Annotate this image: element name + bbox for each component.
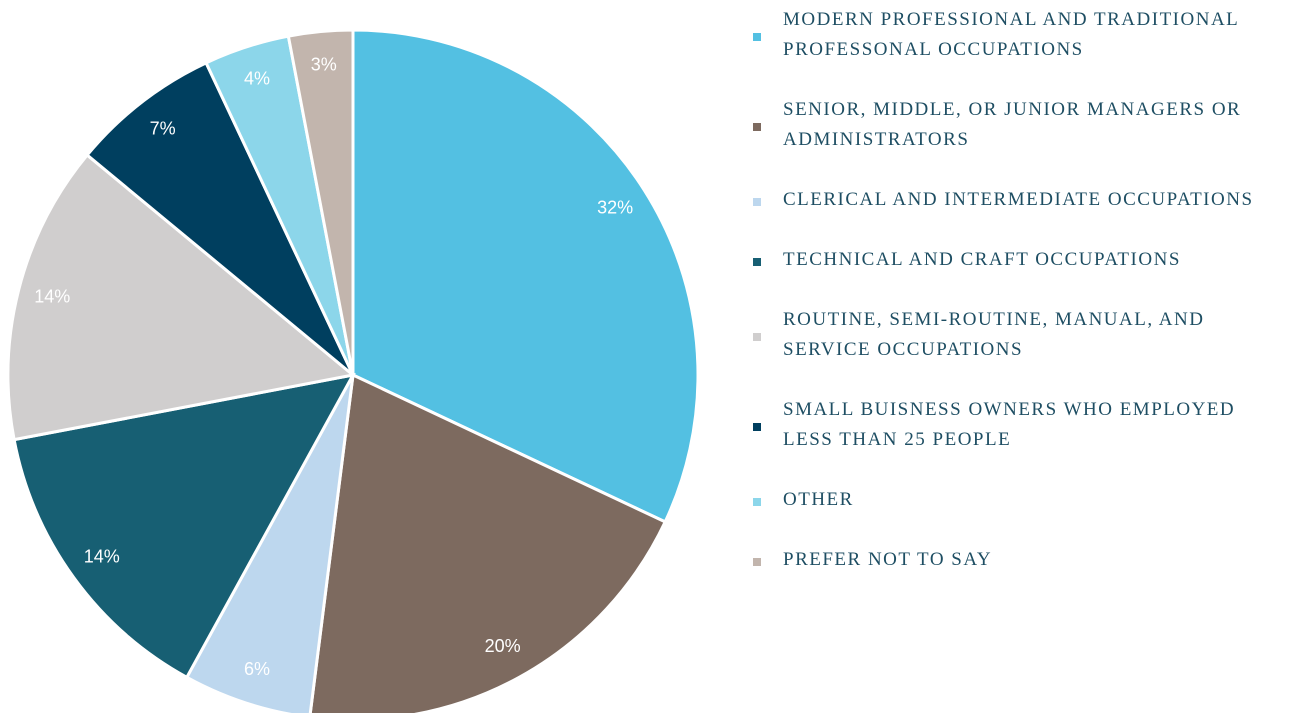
legend-label: OTHER [783,489,854,510]
legend-entry: MODERN PROFESSIONAL AND TRADITIONAL PROF… [750,5,1280,65]
pie-slice [184,374,355,713]
legend-entry: SENIOR, MIDDLE, OR JUNIOR MANAGERS OR AD… [750,95,1280,155]
legend-swatch [753,558,761,566]
legend-entry: SMALL BUISNESS OWNERS WHO EMPLOYED LESS … [750,395,1280,455]
pie-slice [286,28,355,376]
legend-swatch [753,33,761,41]
legend-swatch [753,333,761,341]
legend-swatch [753,198,761,206]
legend-swatch [753,258,761,266]
value-label: 7% [150,118,176,138]
legend-label: SMALL BUISNESS OWNERS WHO EMPLOYED LESS … [783,399,1236,450]
pie-slice [6,152,357,442]
legend-label: PREFER NOT TO SAY [783,549,993,570]
value-label: 14% [34,287,70,307]
legend-label: MODERN PROFESSIONAL AND TRADITIONAL PROF… [783,9,1239,60]
value-label: 6% [244,659,270,679]
value-label: 4% [244,68,270,88]
chart: 32% 20% 6% 14% 14% 7% 4% 3% [6,28,700,713]
legend-entry: CLERICAL AND INTERMEDIATE OCCUPATIONS [750,185,1280,215]
legend-label: ROUTINE, SEMI-ROUTINE, MANUAL, AND SERVI… [783,309,1205,360]
pie-slice [12,372,356,680]
legend-label: TECHNICAL AND CRAFT OCCUPATIONS [783,249,1181,270]
legend-entry: OTHER [750,485,1280,515]
pie-slice [351,28,700,524]
legend-label: SENIOR, MIDDLE, OR JUNIOR MANAGERS OR AD… [783,99,1242,150]
pie-slice [308,372,668,713]
value-label: 3% [311,55,337,75]
legend-entry: TECHNICAL AND CRAFT OCCUPATIONS [750,245,1280,275]
legend: MODERN PROFESSIONAL AND TRADITIONAL PROF… [750,5,1280,605]
legend-label: CLERICAL AND INTERMEDIATE OCCUPATIONS [783,189,1254,210]
value-label: 32% [597,197,633,217]
value-label: 20% [485,636,521,656]
legend-entry: ROUTINE, SEMI-ROUTINE, MANUAL, AND SERVI… [750,305,1280,365]
pie-slice [85,60,355,377]
legend-swatch [753,423,761,431]
legend-entry: PREFER NOT TO SAY [750,545,1280,575]
legend-swatch [753,123,761,131]
value-label: 14% [84,546,120,566]
legend-swatch [753,498,761,506]
